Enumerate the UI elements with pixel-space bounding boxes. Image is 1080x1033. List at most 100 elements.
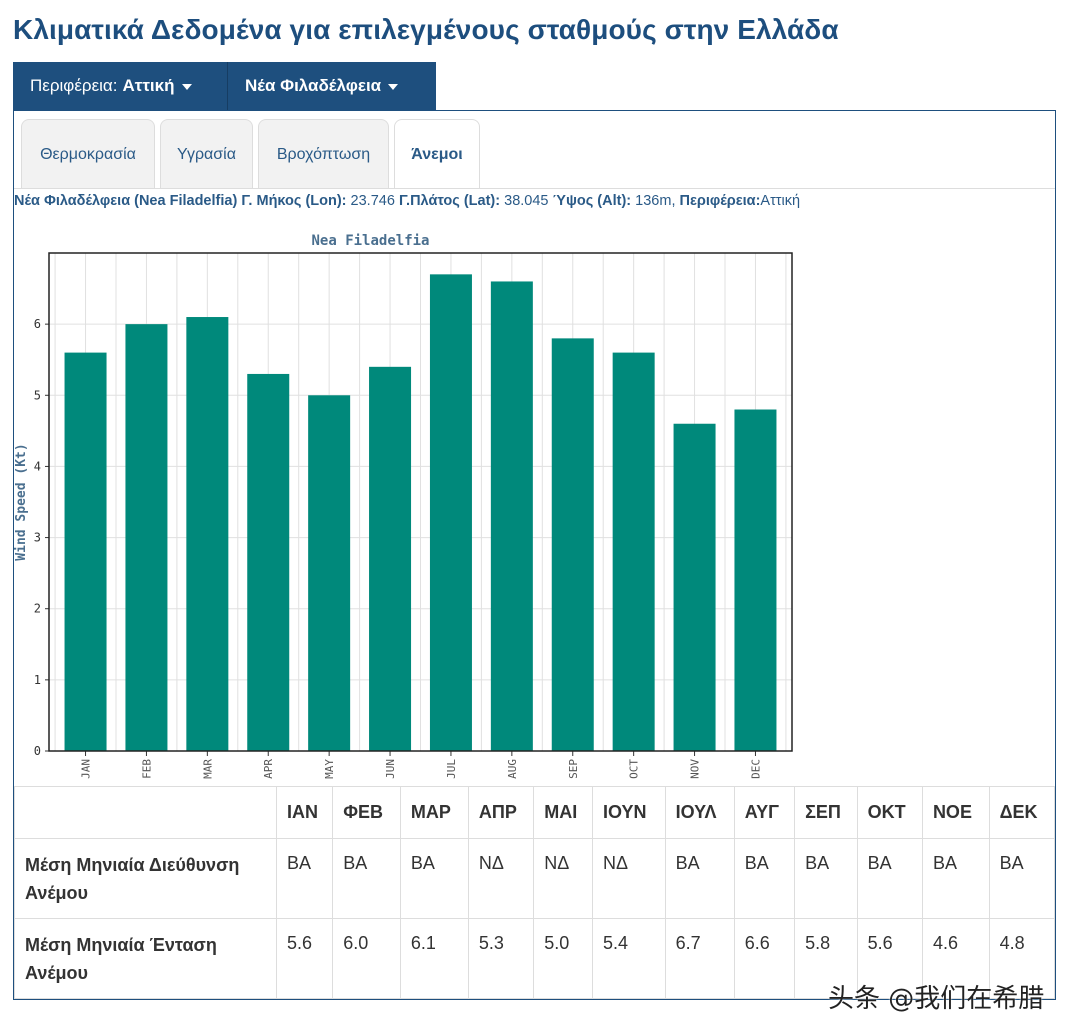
tab-humidity[interactable]: Υγρασία bbox=[160, 119, 253, 189]
month-header: ΙΟΥΛ bbox=[664, 786, 735, 839]
y-tick-label: 4 bbox=[34, 459, 41, 473]
table-cell: ΒΑ bbox=[794, 838, 858, 919]
x-tick-label: MAY bbox=[323, 759, 336, 779]
y-tick-label: 2 bbox=[34, 602, 41, 616]
table-cell: 5.0 bbox=[533, 918, 594, 999]
caret-down-icon bbox=[181, 84, 192, 90]
bar-oct bbox=[612, 352, 655, 751]
month-header: ΜΑΡ bbox=[399, 786, 469, 839]
table-row: Μέση Μηνιαία Διεύθυνση Ανέμου ΒΑ ΒΑ ΒΑ ΝΔ ΝΔ Ν… bbox=[14, 838, 1056, 919]
month-header: ΑΠΡ bbox=[467, 786, 535, 839]
y-tick-label: 0 bbox=[34, 744, 41, 758]
table-cell: 4.8 bbox=[988, 918, 1056, 999]
x-tick-label: NOV bbox=[689, 759, 702, 779]
station-value: Νέα Φιλαδέλφεια bbox=[245, 76, 382, 95]
tab-rainfall[interactable]: Βροχόπτωση bbox=[258, 119, 389, 189]
wind-speed-chart: 0 1 2 3 4 5 6 JAN FEB MAR APR MAY JUN JUL AUG SEP OCT NOV… bbox=[14, 233, 793, 779]
lat-label: Γ.Πλάτος (Lat): bbox=[398, 193, 501, 209]
table-cell: 5.8 bbox=[794, 918, 858, 999]
y-tick-label: 1 bbox=[34, 673, 41, 687]
tab-divider bbox=[14, 188, 1055, 189]
bar-feb bbox=[125, 324, 168, 751]
content-panel: Θερμοκρασία Υγρασία Βροχόπτωση Άνεμοι Νέ… bbox=[13, 110, 1056, 1000]
month-header: ΣΕΠ bbox=[794, 786, 858, 839]
table-cell: ΒΑ bbox=[856, 838, 923, 919]
wind-data-table: ΙΑΝ ΦΕΒ ΜΑΡ ΑΠΡ ΜΑΙ ΙΟΥΝ ΙΟΥΛ ΑΥΓ ΣΕΠ ΟΚΤ ΝΟΕ ΔΕΚ Μ… bbox=[14, 786, 1056, 999]
bar-mar bbox=[186, 317, 229, 751]
table-cell: ΒΑ bbox=[988, 838, 1056, 919]
y-tick-label: 3 bbox=[34, 531, 41, 545]
table-cell: 6.7 bbox=[664, 918, 735, 999]
region-info-value: Αττική bbox=[760, 193, 801, 209]
tab-temperature[interactable]: Θερμοκρασία bbox=[21, 119, 155, 189]
bar-jun bbox=[369, 366, 412, 751]
table-corner bbox=[14, 786, 277, 839]
bar-jul bbox=[429, 274, 472, 751]
tab-winds[interactable]: Άνεμοι bbox=[394, 119, 480, 189]
month-header: ΝΟΕ bbox=[921, 786, 990, 839]
table-cell: 6.6 bbox=[733, 918, 796, 999]
table-cell: ΒΑ bbox=[733, 838, 796, 919]
x-tick-label: MAR bbox=[201, 759, 214, 779]
table-cell: 6.0 bbox=[332, 918, 401, 999]
row-label: Μέση Μηνιαία Ένταση Ανέμου bbox=[14, 918, 277, 999]
table-cell: ΝΔ bbox=[533, 838, 594, 919]
caret-down-icon bbox=[388, 84, 399, 90]
table-cell: ΝΔ bbox=[467, 838, 535, 919]
bar-jan bbox=[64, 352, 107, 751]
nav-bar: Περιφέρεια: Αττική Νέα Φιλαδέλφεια bbox=[13, 62, 436, 110]
month-header: ΙΑΝ bbox=[275, 786, 334, 839]
station-name: Νέα Φιλαδέλφεια (Nea Filadelfia) bbox=[14, 193, 238, 209]
x-tick-label: APR bbox=[262, 759, 275, 779]
plot-frame bbox=[48, 252, 793, 752]
table-cell: 5.6 bbox=[275, 918, 334, 999]
y-tick-label: 5 bbox=[34, 388, 41, 402]
month-header: ΦΕΒ bbox=[332, 786, 401, 839]
table-cell: 5.4 bbox=[592, 918, 666, 999]
region-label: Περιφέρεια: bbox=[679, 193, 761, 209]
station-info: Νέα Φιλαδέλφεια (Nea Filadelfia) Γ. Μήκο… bbox=[14, 193, 800, 209]
x-tick-label: DEC bbox=[749, 759, 762, 779]
alt-value: 136m, bbox=[635, 193, 676, 209]
bar-aug bbox=[490, 281, 533, 751]
table-cell: ΒΑ bbox=[921, 838, 990, 919]
month-header: ΟΚΤ bbox=[856, 786, 923, 839]
x-tick-label: FEB bbox=[140, 759, 153, 779]
month-header: ΔΕΚ bbox=[988, 786, 1056, 839]
region-prefix: Περιφέρεια: bbox=[30, 76, 118, 95]
bar-nov bbox=[673, 423, 716, 751]
table-row: Μέση Μηνιαία Ένταση Ανέμου 5.6 6.0 6.1 5.3 5.… bbox=[14, 918, 1056, 999]
row-label: Μέση Μηνιαία Διεύθυνση Ανέμου bbox=[14, 838, 277, 919]
x-tick-label: JUN bbox=[384, 759, 397, 779]
region-value: Αττική bbox=[122, 76, 175, 95]
watermark: 头条 @我们在希腊 bbox=[828, 984, 1045, 1014]
table-cell: ΝΔ bbox=[592, 838, 666, 919]
y-tick-label: 6 bbox=[34, 317, 41, 331]
y-axis-label: Wind Speed (Kt) bbox=[14, 443, 29, 560]
table-cell: ΒΑ bbox=[332, 838, 401, 919]
month-header: ΜΑΙ bbox=[533, 786, 594, 839]
bar-dec bbox=[734, 409, 777, 751]
table-cell: ΒΑ bbox=[664, 838, 735, 919]
bar-sep bbox=[551, 338, 594, 751]
x-tick-label: OCT bbox=[628, 759, 641, 779]
x-tick-label: JAN bbox=[80, 759, 93, 779]
region-dropdown[interactable]: Περιφέρεια: Αττική bbox=[13, 62, 228, 110]
lon-value: 23.746 bbox=[350, 193, 395, 209]
tab-bar: Θερμοκρασία Υγρασία Βροχόπτωση Άνεμοι bbox=[21, 119, 485, 189]
month-header: ΙΟΥΝ bbox=[592, 786, 666, 839]
lat-value: 38.045 bbox=[504, 193, 549, 209]
table-header-row: ΙΑΝ ΦΕΒ ΜΑΡ ΑΠΡ ΜΑΙ ΙΟΥΝ ΙΟΥΛ ΑΥΓ ΣΕΠ ΟΚΤ ΝΟΕ ΔΕΚ bbox=[14, 786, 1056, 839]
bar-may bbox=[308, 395, 351, 751]
table-cell: 5.3 bbox=[467, 918, 535, 999]
chart-title: Nea Filadelfia bbox=[311, 233, 429, 249]
table-cell: 6.1 bbox=[399, 918, 469, 999]
x-tick-label: SEP bbox=[567, 759, 580, 779]
bar-apr bbox=[247, 373, 290, 751]
station-dropdown[interactable]: Νέα Φιλαδέλφεια bbox=[228, 62, 436, 110]
page-title: Κλιματικά Δεδομένα για επιλεγμένους σταθ… bbox=[13, 14, 839, 45]
lon-label: Γ. Μήκος (Lon): bbox=[241, 193, 347, 209]
alt-label: Ύψος (Alt): bbox=[552, 193, 632, 209]
x-tick-label: JUL bbox=[445, 759, 458, 779]
table-cell: ΒΑ bbox=[275, 838, 334, 919]
